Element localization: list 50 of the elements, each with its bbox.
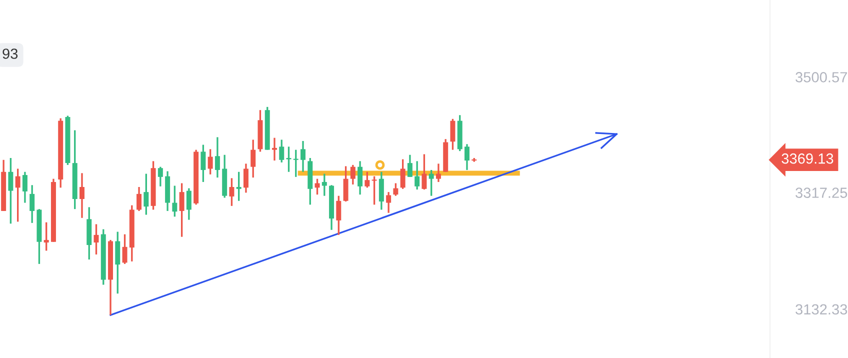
candlestick xyxy=(343,165,348,202)
candlestick xyxy=(350,164,356,186)
candlestick xyxy=(208,148,213,176)
candlestick xyxy=(229,177,234,207)
candlestick xyxy=(464,143,470,171)
candlestick xyxy=(436,162,441,183)
candlestick xyxy=(386,191,392,214)
candlestick xyxy=(422,153,427,190)
candlestick xyxy=(122,233,128,265)
candlestick xyxy=(44,221,49,252)
candlestick xyxy=(372,175,377,206)
candlestick xyxy=(158,166,163,188)
candlestick xyxy=(136,186,142,212)
y-tick-label: 3132.33 xyxy=(796,304,848,315)
candlestick xyxy=(200,144,206,183)
candlestick xyxy=(236,171,242,202)
candlestick xyxy=(214,136,220,178)
text: 3369.13 xyxy=(782,153,834,164)
candlestick xyxy=(115,230,120,294)
candlestick xyxy=(293,148,298,178)
candlestick xyxy=(407,154,412,178)
candlestick xyxy=(414,160,420,190)
candlestick xyxy=(272,136,277,162)
candlestick xyxy=(79,172,84,219)
candlestick xyxy=(393,182,398,197)
candlestick xyxy=(30,184,35,224)
candlestick xyxy=(279,138,284,164)
candlestick xyxy=(186,187,192,221)
candlestick xyxy=(15,168,20,223)
candlestick xyxy=(300,140,306,173)
candlestick xyxy=(322,172,327,197)
candlestick xyxy=(286,146,292,173)
candlestick xyxy=(400,158,406,190)
candlestick xyxy=(172,184,178,218)
candlestick xyxy=(250,138,256,178)
candlestick xyxy=(378,171,384,211)
candlestick xyxy=(144,172,149,216)
candlestick xyxy=(450,118,456,151)
candlestick xyxy=(22,171,28,204)
annotation: 93 xyxy=(2,48,18,59)
candlestick xyxy=(314,178,320,196)
y-tick-label: 3500.57 xyxy=(796,72,847,82)
candlestick xyxy=(364,171,370,188)
candlestick xyxy=(179,182,184,238)
candlestick xyxy=(243,162,248,194)
candlestick xyxy=(8,157,14,224)
candlestick xyxy=(428,169,434,197)
candlestick xyxy=(336,195,342,236)
candlestick xyxy=(358,160,363,196)
y-tick-label: 3317.25 xyxy=(796,188,848,198)
